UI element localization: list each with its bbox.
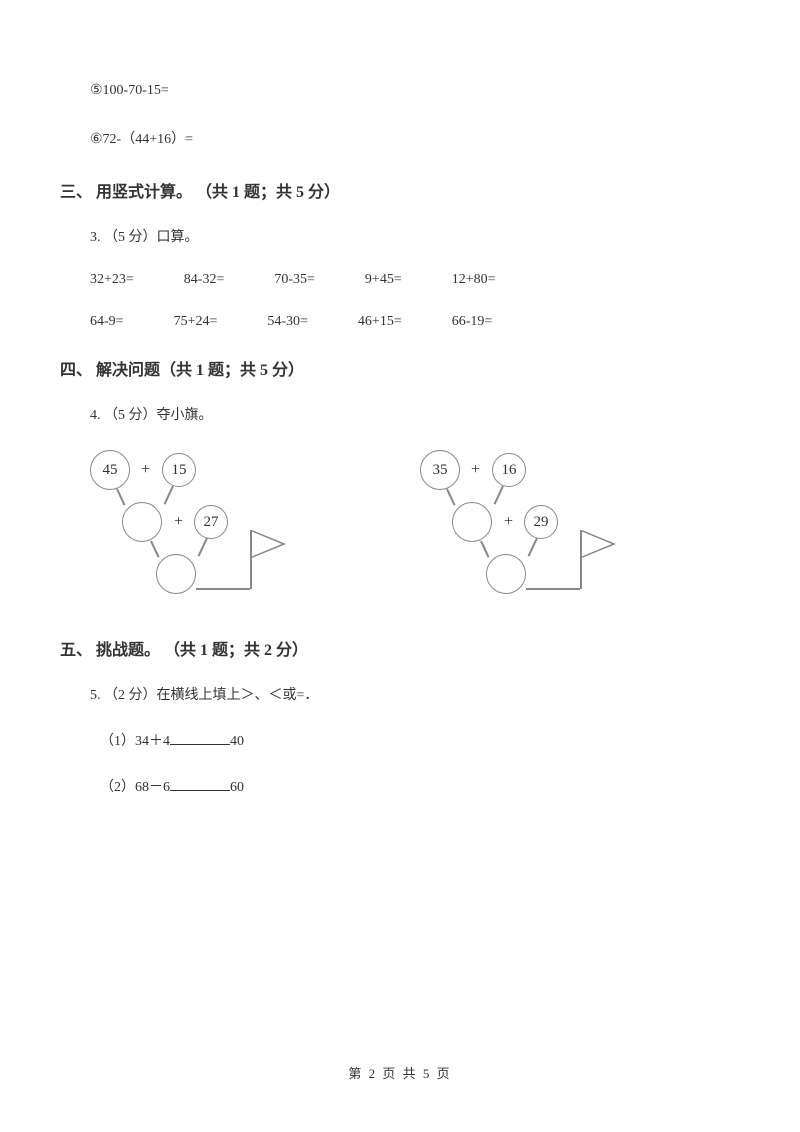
sub-question-2: （2）68－6 60 [100, 776, 740, 796]
sub1-right: 40 [230, 734, 244, 749]
question-3-label: 3. （5 分）口算。 [90, 226, 740, 246]
circle-bottom [156, 554, 196, 594]
section-4-title: 四、 解决问题（共 1 题；共 5 分） [60, 356, 740, 380]
diagrams-row: 45 + 15 + 27 35 + 16 + 29 [60, 450, 740, 610]
calc-item: 9+45= [365, 272, 402, 288]
sub1-left: （1）34＋4 [100, 734, 170, 749]
plus-icon: + [174, 513, 183, 531]
page-footer: 第 2 页 共 5 页 [0, 1063, 800, 1082]
sub2-right: 60 [230, 780, 244, 795]
circle-top-right: 15 [162, 453, 196, 487]
expression-6: ⑥72-（44+16）= [90, 129, 740, 150]
calc-item: 75+24= [174, 314, 218, 330]
row-2: 64-9= 75+24= 54-30= 46+15= 66-19= [60, 314, 740, 330]
question-5-label: 5. （2 分）在横线上填上＞、＜或=． [90, 684, 740, 704]
calc-item: 84-32= [184, 272, 225, 288]
circle-top-left: 45 [90, 450, 130, 490]
diagram-1: 45 + 15 + 27 [80, 450, 340, 610]
section-5-title: 五、 挑战题。 （共 1 题；共 2 分） [60, 636, 740, 660]
circle-bottom [486, 554, 526, 594]
blank-line [170, 777, 230, 791]
plus-icon: + [504, 513, 513, 531]
calc-item: 70-35= [274, 272, 315, 288]
circle-mid [122, 502, 162, 542]
row-1: 32+23= 84-32= 70-35= 9+45= 12+80= [60, 272, 740, 288]
circle-side: 29 [524, 505, 558, 539]
sub-question-1: （1）34＋4 40 [100, 730, 740, 750]
calc-item: 64-9= [90, 314, 124, 330]
flag-icon [580, 530, 616, 560]
circle-top-left: 35 [420, 450, 460, 490]
calc-item: 54-30= [267, 314, 308, 330]
circle-side: 27 [194, 505, 228, 539]
expression-5: ⑤100-70-15= [90, 80, 740, 101]
calc-item: 66-19= [452, 314, 493, 330]
calc-item: 46+15= [358, 314, 402, 330]
diagram-2: 35 + 16 + 29 [410, 450, 670, 610]
section-3-title: 三、 用竖式计算。 （共 1 题；共 5 分） [60, 178, 740, 202]
circle-mid [452, 502, 492, 542]
flag-icon [250, 530, 286, 560]
blank-line [170, 731, 230, 745]
question-4-label: 4. （5 分）夺小旗。 [90, 404, 740, 424]
circle-top-right: 16 [492, 453, 526, 487]
plus-icon: + [471, 461, 480, 479]
calc-item: 12+80= [452, 272, 496, 288]
sub2-left: （2）68－6 [100, 780, 170, 795]
plus-icon: + [141, 461, 150, 479]
calc-item: 32+23= [90, 272, 134, 288]
